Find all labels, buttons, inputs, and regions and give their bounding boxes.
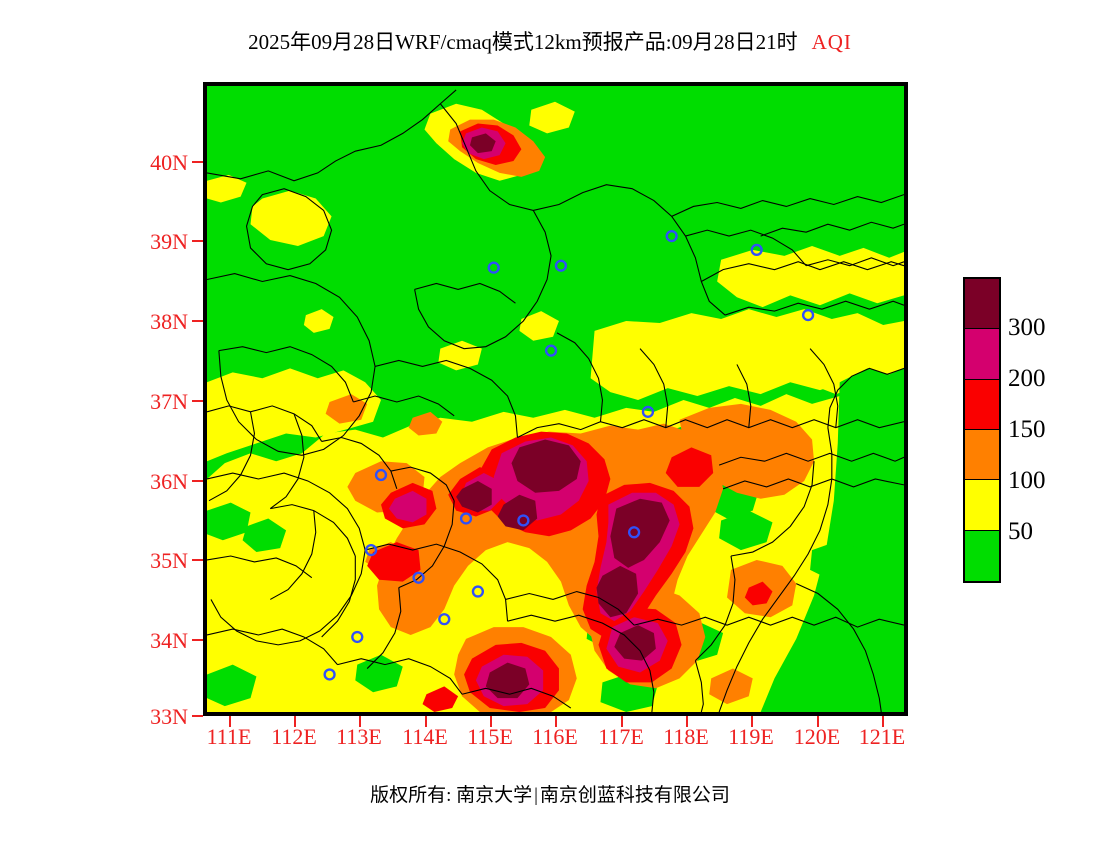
footer-company-text: 南京创蓝科技有限公司: [539, 785, 730, 806]
axis-label-y-5: 35N: [150, 548, 188, 573]
tick-y-40n: [192, 161, 203, 163]
footer-copyright: 版权所有: 南京大学 | 南京创蓝科技有限公司: [0, 780, 1100, 807]
tick-y-36n: [192, 480, 203, 482]
axis-label-x-3: 114E: [402, 724, 448, 749]
axis-label-x-5: 116E: [532, 724, 578, 749]
colorbar-label-150: 150: [1008, 416, 1046, 443]
axis-label-x-8: 119E: [728, 724, 774, 749]
tick-x-121e: [882, 716, 884, 727]
water-body-markers: [323, 229, 815, 681]
tick-x-115e: [490, 716, 492, 727]
title-main-text: 2025年09月28日WRF/cmaq模式12km预报产品:09月28日21时: [248, 30, 798, 54]
axis-label-y-7: 33N: [150, 704, 188, 729]
colorbar-band-100-150: [965, 429, 999, 481]
colorbar-band-150-200: [965, 379, 999, 430]
tick-x-120e: [817, 716, 819, 727]
page-title: 2025年09月28日WRF/cmaq模式12km预报产品:09月28日21时 A…: [0, 26, 1100, 56]
colorbar-label-300: 300: [1008, 314, 1046, 341]
axis-label-x-9: 120E: [793, 724, 841, 749]
axis-label-x-7: 118E: [663, 724, 709, 749]
tick-y-39n: [192, 240, 203, 242]
tick-x-116e: [555, 716, 557, 727]
axis-label-y-2: 38N: [150, 309, 188, 334]
tick-y-38n: [192, 320, 203, 322]
colorbar-band-200-300: [965, 329, 999, 380]
footer-copyright-text: 版权所有: 南京大学: [370, 785, 533, 806]
tick-y-33n: [192, 715, 203, 717]
aqi-colorbar: [963, 277, 1001, 583]
tick-x-113e: [359, 716, 361, 727]
aqi-band-maroon: [456, 133, 670, 699]
map-plot-area: [203, 82, 908, 716]
tick-y-35n: [192, 559, 203, 561]
colorbar-label-50: 50: [1008, 518, 1033, 545]
tick-y-37n: [192, 400, 203, 402]
tick-x-118e: [686, 716, 688, 727]
axis-label-x-2: 113E: [336, 724, 382, 749]
tick-x-112e: [294, 716, 296, 727]
colorbar-label-100: 100: [1008, 467, 1046, 494]
axis-label-x-10: 121E: [858, 724, 906, 749]
aqi-contour-map: [207, 86, 904, 712]
administrative-boundaries: [207, 89, 904, 712]
tick-x-117e: [621, 716, 623, 727]
axis-label-y-4: 36N: [150, 469, 188, 494]
axis-label-x-6: 117E: [598, 724, 644, 749]
colorbar-label-200: 200: [1008, 365, 1046, 392]
colorbar-band-300plus: [965, 279, 999, 330]
axis-label-x-1: 112E: [271, 724, 317, 749]
tick-y-34n: [192, 639, 203, 641]
tick-x-119e: [751, 716, 753, 727]
axis-label-y-6: 34N: [150, 628, 188, 653]
tick-x-111e: [229, 716, 231, 727]
footer-separator: |: [534, 785, 538, 806]
axis-label-y-1: 39N: [150, 229, 188, 254]
axis-label-y-0: 40N: [150, 150, 188, 175]
axis-label-y-3: 37N: [150, 389, 188, 414]
axis-label-x-4: 115E: [467, 724, 513, 749]
colorbar-band-50-100: [965, 480, 999, 531]
axis-label-x-0: 111E: [206, 724, 252, 749]
tick-x-114e: [425, 716, 427, 727]
colorbar-band-0-50: [965, 530, 999, 581]
title-variable-label: AQI: [811, 30, 852, 54]
